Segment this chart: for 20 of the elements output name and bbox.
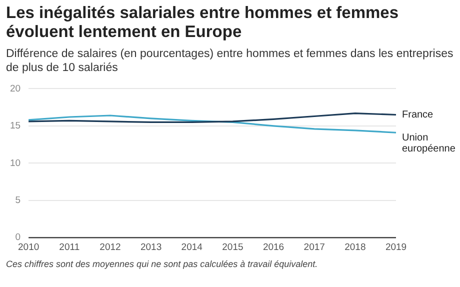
x-tick-label: 2013 [140,242,162,253]
y-tick-label: 10 [10,158,21,169]
y-tick-label: 0 [15,232,21,244]
x-tick-label: 2018 [344,242,366,253]
chart-title: Les inégalités salariales entre hommes et femmes évoluent lentement en Europe [6,4,400,42]
y-tick-label: 20 [10,83,21,94]
series-label: Union européenne [402,132,456,154]
x-tick-label: 2017 [304,242,325,253]
chart-subtitle: Différence de salaires (en pourcentages) entre hommes et femmes dans les entreprises de plus de 10 salariés [6,47,454,75]
y-tick-label: 5 [15,195,21,206]
y-tick-label: 15 [10,120,21,132]
series-label: France [402,110,434,121]
x-tick-label: 2016 [262,242,284,253]
x-tick-label: 2012 [100,242,121,253]
x-tick-label: 2019 [385,242,407,253]
x-tick-label: 2010 [18,242,40,253]
x-tick-label: 2011 [59,242,80,253]
x-tick-label: 2014 [181,242,202,253]
text: Ces chiffres sont des moyennes qui ne sont pas calculées à travail équivalent. [6,259,319,269]
x-tick-label: 2015 [222,242,244,253]
